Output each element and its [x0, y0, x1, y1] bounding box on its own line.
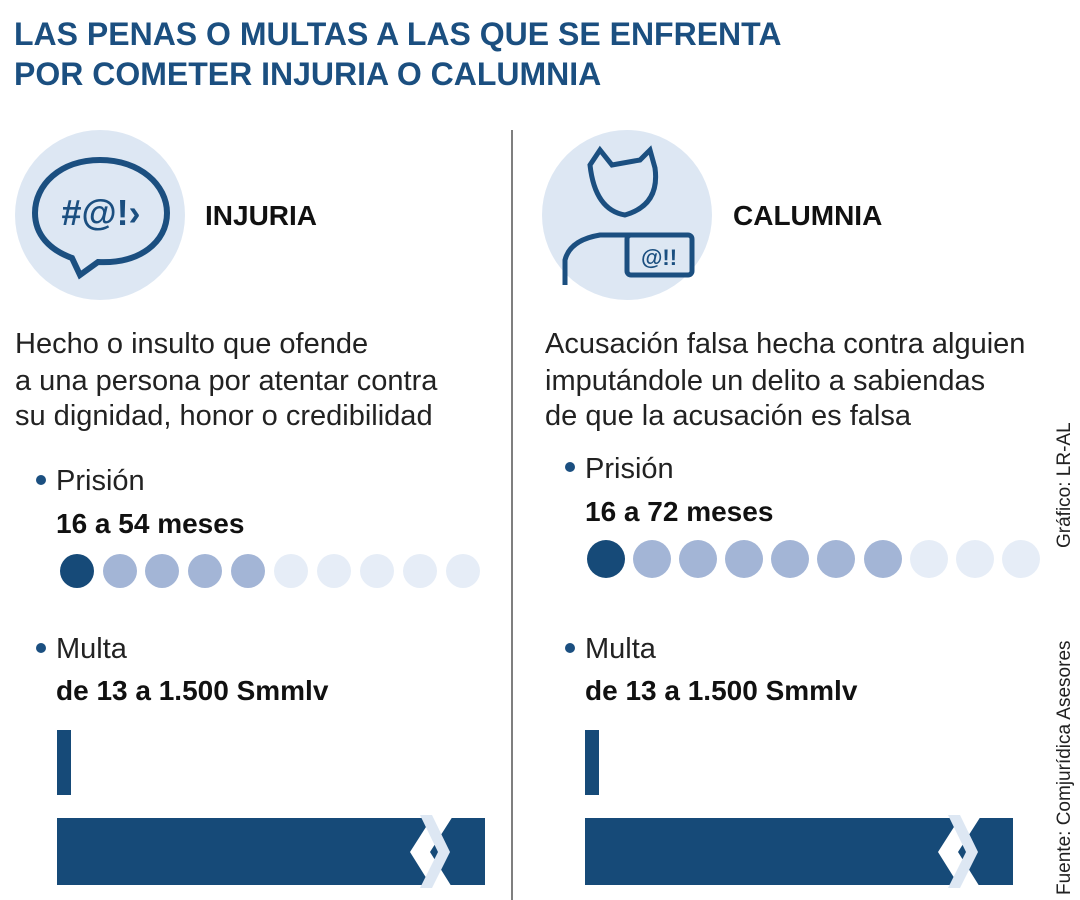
- icon-text: @!!: [641, 245, 677, 270]
- dots: [587, 540, 1040, 578]
- fine-range: de 13 a 1.500 Smmlv: [56, 675, 329, 706]
- break-mark: [948, 815, 978, 888]
- fine-label: Multa: [585, 633, 657, 665]
- description: Hecho o insulto que ofende: [15, 328, 368, 360]
- title: LAS PENAS O MULTAS A LAS QUE SE ENFRENTA: [14, 16, 781, 52]
- bullet: [36, 643, 46, 653]
- panel-label: CALUMNIA: [733, 200, 882, 231]
- bullet: [565, 462, 575, 472]
- description: su dignidad, honor o credibilidad: [15, 400, 433, 432]
- title: POR COMETER INJURIA O CALUMNIA: [14, 56, 601, 92]
- prison-label: Prisión: [56, 465, 145, 497]
- prison-range: 16 a 54 meses: [56, 508, 244, 539]
- speech-bubble: [31, 156, 171, 280]
- description: Acusación falsa hecha contra alguien: [545, 328, 1025, 360]
- source: Fuente: Comjurídica Asesores: [1054, 640, 1075, 895]
- break-mark: [420, 815, 450, 888]
- fine-label: Multa: [56, 633, 128, 665]
- description: de que la acusación es falsa: [545, 400, 912, 432]
- credit: Gráfico: LR-AL: [1054, 422, 1075, 548]
- dots: [60, 554, 480, 588]
- fine-range: de 13 a 1.500 Smmlv: [585, 675, 858, 706]
- bullet: [36, 475, 46, 485]
- bullet: [565, 643, 575, 653]
- fine-min-bar: [57, 730, 71, 795]
- icon-text: #@!›: [61, 192, 140, 233]
- prison-range: 16 a 72 meses: [585, 496, 773, 527]
- fine-min-bar: [585, 730, 599, 795]
- prison-label: Prisión: [585, 453, 674, 485]
- description: imputándole un delito a sabiendas: [545, 365, 985, 397]
- description: a una persona por atentar contra: [15, 365, 438, 397]
- panel-label: INJURIA: [205, 200, 317, 231]
- person-icon: [562, 145, 695, 285]
